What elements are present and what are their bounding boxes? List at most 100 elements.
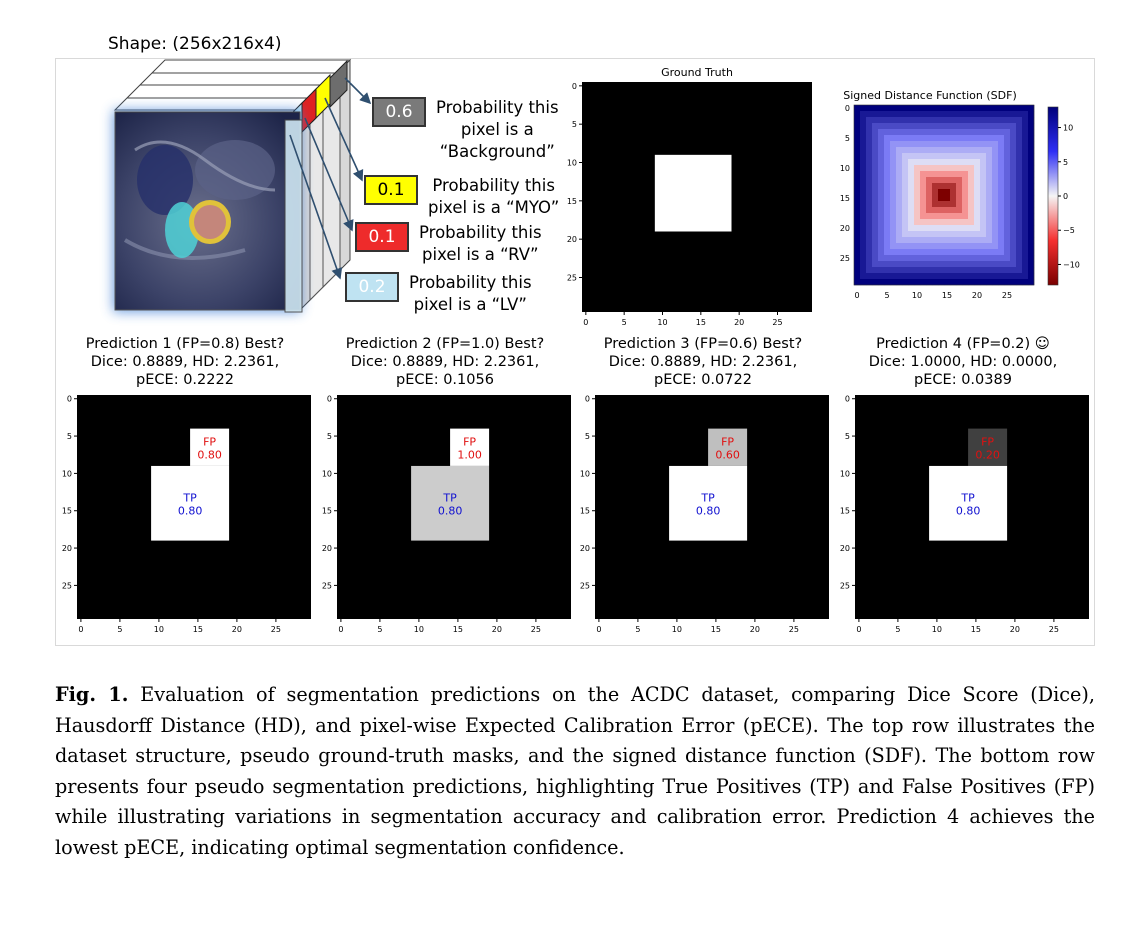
fp-value: 0.80 (197, 448, 222, 461)
prediction-xtick: 10 (154, 625, 164, 634)
sdf-xtick: 0 (854, 291, 859, 300)
gt-xtick: 15 (696, 318, 706, 327)
sdf-colorbar (1047, 106, 1059, 286)
figure-caption: Fig. 1. Evaluation of segmentation predi… (55, 680, 1095, 863)
prob-box-background: 0.6 (372, 97, 426, 127)
prediction-title-line: pECE: 0.0722 (654, 372, 752, 388)
tp-region (151, 465, 230, 541)
colorbar-tick: −5 (1063, 226, 1075, 235)
prediction-xtick: 0 (596, 625, 601, 634)
fp-label: FP (203, 435, 216, 448)
prediction-xtick: 25 (531, 625, 541, 634)
sdf-xtick: 20 (972, 291, 982, 300)
prediction-ytick: 25 (62, 581, 72, 590)
gt-xtick: 0 (583, 318, 588, 327)
sdf-title: Signed Distance Function (SDF) (843, 89, 1016, 102)
sdf-plot: Signed Distance Function (SDF) 0 5 10 15 20 2… (840, 89, 1080, 300)
sdf-heatmap (853, 104, 1035, 286)
prediction-title-line: Dice: 0.8889, HD: 2.2361, (91, 354, 279, 370)
prediction-title-line: Prediction 4 (FP=0.2) ☺ (876, 336, 1050, 352)
fp-value: 0.20 (975, 448, 1000, 461)
prediction-title-line: Prediction 1 (FP=0.8) Best? (86, 336, 285, 352)
prob-row-myo: 0.1 Probability this pixel is a “MYO” (364, 175, 559, 219)
prediction-ytick: 10 (62, 469, 72, 478)
sdf-ytick: 20 (840, 224, 850, 233)
prob-box-lv: 0.2 (345, 272, 399, 302)
prediction-xtick: 0 (856, 625, 861, 634)
prediction-title-line: Prediction 3 (FP=0.6) Best? (604, 336, 803, 352)
prediction-ytick: 15 (62, 507, 72, 516)
prediction-xtick: 15 (971, 625, 981, 634)
tp-label: TP (700, 491, 715, 504)
prediction-title-line: pECE: 0.1056 (396, 372, 494, 388)
prob-box-myo: 0.1 (364, 175, 418, 205)
prediction-xtick: 15 (711, 625, 721, 634)
gt-ytick: 20 (567, 235, 577, 244)
sdf-xtick: 15 (942, 291, 952, 300)
prediction-xtick: 5 (895, 625, 900, 634)
prediction-ytick: 15 (580, 507, 590, 516)
colorbar-tick: 0 (1063, 192, 1068, 201)
prob-text-lv: Probability this pixel is a “LV” (409, 273, 532, 314)
prediction-xtick: 5 (377, 625, 382, 634)
prediction-xtick: 0 (338, 625, 343, 634)
sdf-ytick: 5 (845, 134, 850, 143)
prediction-ytick: 25 (580, 581, 590, 590)
prediction-plot-2: Prediction 2 (FP=1.0) Best? Dice: 0.8889,… (322, 336, 571, 634)
tp-label: TP (182, 491, 197, 504)
prediction-ytick: 0 (845, 395, 850, 404)
prediction-ytick: 20 (580, 544, 590, 553)
prediction-ytick: 20 (62, 544, 72, 553)
prediction-plot-1: Prediction 1 (FP=0.8) Best? Dice: 0.8889,… (62, 336, 311, 634)
prediction-xtick: 10 (672, 625, 682, 634)
sdf-xtick: 5 (884, 291, 889, 300)
tp-region (411, 465, 490, 541)
prediction-xtick: 25 (789, 625, 799, 634)
prediction-xtick: 25 (1049, 625, 1059, 634)
fp-region (450, 428, 490, 466)
caption-text: Evaluation of segmentation predictions o… (55, 683, 1095, 859)
fp-region (708, 428, 748, 466)
gt-ytick: 10 (567, 159, 577, 168)
fp-value: 0.60 (715, 448, 740, 461)
tp-region (669, 465, 748, 541)
colorbar-tick: 5 (1063, 158, 1068, 167)
figure-frame (55, 58, 1095, 646)
prediction-xtick: 15 (193, 625, 203, 634)
prob-box-rv: 0.1 (355, 222, 409, 252)
prediction-title-line: pECE: 0.2222 (136, 372, 234, 388)
prediction-ytick: 10 (580, 469, 590, 478)
gt-ytick: 15 (567, 197, 577, 206)
prediction-ytick: 20 (322, 544, 332, 553)
fp-region (968, 428, 1008, 466)
prob-text-myo: Probability this pixel is a “MYO” (428, 176, 560, 217)
prediction-title-line: Dice: 1.0000, HD: 0.0000, (869, 354, 1057, 370)
tp-value: 0.80 (956, 504, 981, 517)
prediction-plot-4: Prediction 4 (FP=0.2) ☺ Dice: 1.0000, HD:… (840, 336, 1089, 634)
gt-ytick: 25 (567, 274, 577, 283)
tp-label: TP (960, 491, 975, 504)
prediction-xtick: 20 (750, 625, 760, 634)
sdf-ytick: 25 (840, 254, 850, 263)
prob-text-background: Probability this pixel is a “Background” (436, 98, 559, 161)
ground-truth-title: Ground Truth (661, 66, 733, 79)
prediction-xtick: 0 (78, 625, 83, 634)
shape-label: Shape: (256x216x4) (108, 34, 282, 54)
prediction-xtick: 25 (271, 625, 281, 634)
prediction-xtick: 20 (232, 625, 242, 634)
prediction-xtick: 20 (1010, 625, 1020, 634)
prediction-ytick: 0 (67, 395, 72, 404)
tp-label: TP (442, 491, 457, 504)
prediction-ytick: 20 (840, 544, 850, 553)
tp-region (929, 465, 1008, 541)
caption-label: Fig. 1. (55, 683, 129, 706)
ground-truth-plot: Ground Truth 0 5 10 15 20 25 0 5 10 15 20 25 (567, 66, 812, 327)
prediction-xtick: 15 (453, 625, 463, 634)
prediction-ytick: 5 (585, 432, 590, 441)
pixel-arrows (289, 77, 372, 280)
prediction-ytick: 0 (585, 395, 590, 404)
sdf-ytick: 10 (840, 164, 850, 173)
gt-xtick: 10 (657, 318, 667, 327)
gt-xtick: 25 (772, 318, 782, 327)
volume-illustration (113, 58, 352, 313)
